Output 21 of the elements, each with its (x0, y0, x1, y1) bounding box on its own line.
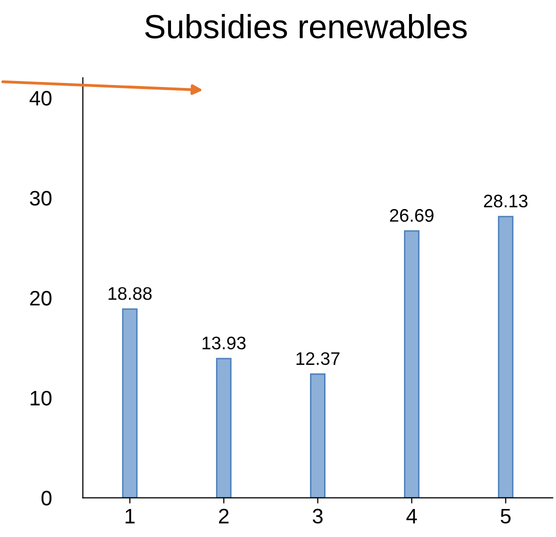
chart-title: Subsidies renewables (145, 14, 467, 38)
x-tick-label: 4 (406, 508, 417, 524)
y-tick-label: 20 (30, 290, 52, 306)
y-tick-label: 40 (30, 90, 52, 106)
bar (498, 216, 514, 498)
y-tick-label: 30 (30, 190, 52, 206)
x-tick-label: 5 (500, 508, 511, 524)
x-tick-label: 3 (312, 508, 323, 524)
bar (122, 308, 138, 498)
y-tick-label: 10 (30, 390, 52, 406)
data-label: 18.88 (108, 287, 152, 300)
data-label: 28.13 (484, 194, 528, 208)
bar (310, 373, 326, 498)
x-tick-label: 2 (219, 508, 229, 524)
bar (404, 230, 420, 498)
data-label: 13.93 (202, 336, 246, 350)
data-label: 12.37 (296, 352, 340, 365)
x-tick-label: 1 (126, 508, 135, 524)
data-label: 26.69 (390, 209, 434, 222)
y-tick-label: 0 (42, 490, 52, 506)
bar (216, 358, 232, 498)
